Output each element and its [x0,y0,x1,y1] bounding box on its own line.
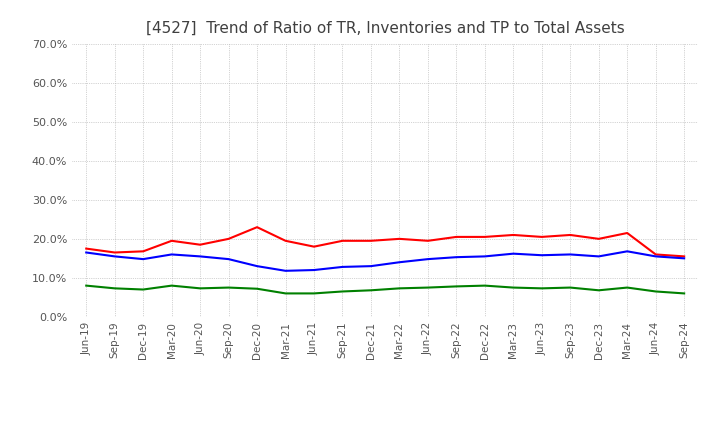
Inventories [652,254,660,259]
Inventories [537,253,546,258]
Line: Trade Payables: Trade Payables [86,286,684,293]
Trade Payables [537,286,546,291]
Trade Receivables [110,250,119,255]
Trade Payables [423,285,432,290]
Trade Receivables [423,238,432,243]
Inventories [480,254,489,259]
Trade Receivables [566,232,575,238]
Legend: Trade Receivables, Inventories, Trade Payables: Trade Receivables, Inventories, Trade Pa… [158,438,612,440]
Trade Payables [623,285,631,290]
Trade Receivables [680,254,688,259]
Inventories [566,252,575,257]
Trade Payables [139,287,148,292]
Trade Receivables [537,234,546,239]
Inventories [139,257,148,262]
Trade Payables [509,285,518,290]
Inventories [595,254,603,259]
Inventories [366,264,375,269]
Trade Payables [167,283,176,288]
Trade Payables [452,284,461,289]
Trade Receivables [253,224,261,230]
Trade Receivables [225,236,233,242]
Trade Receivables [595,236,603,242]
Trade Payables [310,291,318,296]
Trade Payables [225,285,233,290]
Inventories [167,252,176,257]
Inventories [623,249,631,254]
Inventories [423,257,432,262]
Trade Payables [366,288,375,293]
Trade Receivables [139,249,148,254]
Inventories [452,254,461,260]
Inventories [82,250,91,255]
Trade Receivables [480,234,489,239]
Trade Payables [595,288,603,293]
Inventories [225,257,233,262]
Trade Payables [338,289,347,294]
Trade Receivables [509,232,518,238]
Trade Receivables [82,246,91,251]
Line: Trade Receivables: Trade Receivables [86,227,684,257]
Inventories [509,251,518,257]
Inventories [338,264,347,270]
Trade Payables [110,286,119,291]
Trade Payables [480,283,489,288]
Title: [4527]  Trend of Ratio of TR, Inventories and TP to Total Assets: [4527] Trend of Ratio of TR, Inventories… [146,21,624,36]
Line: Inventories: Inventories [86,251,684,271]
Trade Receivables [310,244,318,249]
Inventories [253,264,261,269]
Trade Receivables [623,231,631,236]
Trade Receivables [452,234,461,239]
Inventories [310,268,318,273]
Trade Payables [253,286,261,291]
Inventories [680,256,688,261]
Trade Receivables [282,238,290,243]
Trade Receivables [167,238,176,243]
Trade Receivables [652,252,660,257]
Inventories [282,268,290,273]
Trade Receivables [338,238,347,243]
Trade Payables [680,291,688,296]
Inventories [395,260,404,265]
Trade Receivables [366,238,375,243]
Inventories [110,254,119,259]
Trade Payables [82,283,91,288]
Trade Receivables [395,236,404,242]
Trade Payables [196,286,204,291]
Trade Payables [566,285,575,290]
Trade Payables [652,289,660,294]
Inventories [196,254,204,259]
Trade Receivables [196,242,204,247]
Trade Payables [395,286,404,291]
Trade Payables [282,291,290,296]
